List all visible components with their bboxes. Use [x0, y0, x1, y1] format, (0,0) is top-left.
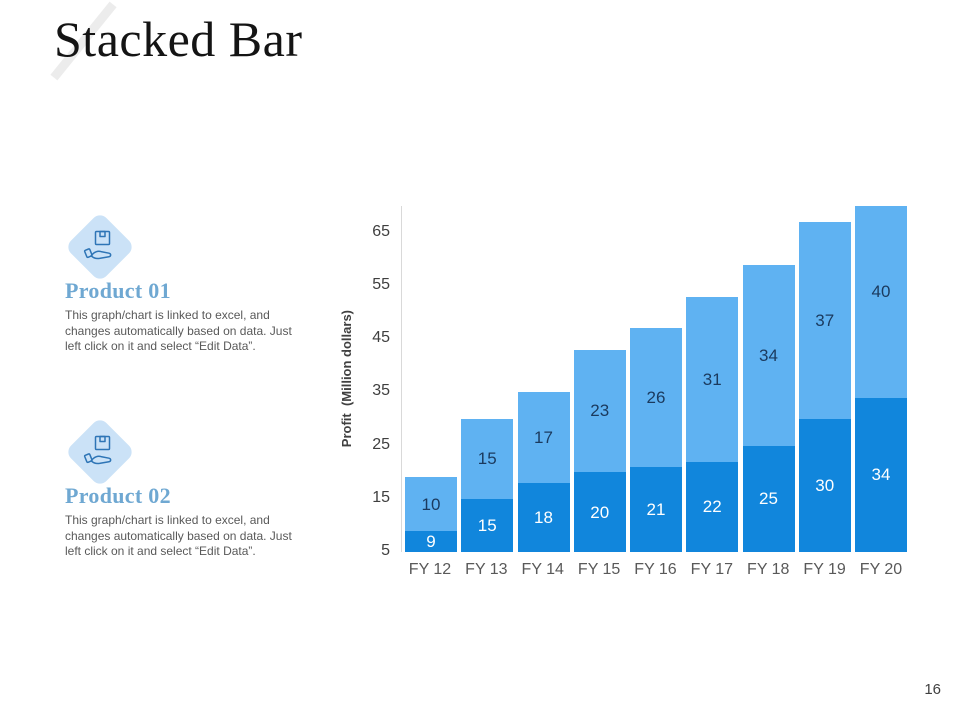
bar-segment-top: 37: [798, 221, 851, 419]
bar-segment-bottom: 30: [798, 418, 851, 552]
product-2-description: This graph/chart is linked to excel, and…: [65, 513, 292, 558]
y-tick-label: 35: [372, 382, 390, 400]
product-2-badge: [64, 416, 136, 488]
bar-value-label: 23: [590, 401, 610, 421]
bar-segment-bottom: 34: [855, 397, 907, 552]
bar-value-label: 21: [646, 499, 666, 519]
bar-value-label: 17: [534, 428, 553, 448]
bar-segment-bottom: 21: [630, 466, 682, 552]
bar-value-label: 30: [815, 475, 835, 495]
bar-segment-top: 15: [461, 418, 514, 499]
bar-segment-top: 17: [517, 392, 570, 483]
y-axis-tick-labels: 5 15 25 35 45 55 65: [348, 0, 390, 720]
bar-value-label: 15: [477, 515, 497, 535]
bar-fy-13: 15 15: [461, 418, 514, 552]
bar-fy-16: 26 21: [630, 328, 682, 552]
x-axis-label: FY 17: [690, 561, 734, 578]
product-card-2: Product 02 This graph/chart is linked to…: [64, 416, 315, 560]
product-1-badge: [64, 211, 136, 283]
bar-segment-top: 40: [855, 206, 907, 398]
y-tick-label: 5: [381, 542, 390, 559]
y-tick-label: 65: [372, 222, 390, 240]
product-1-description: This graph/chart is linked to excel, and…: [65, 308, 292, 353]
bar-value-label: 15: [477, 449, 497, 469]
bar-fy-14: 17 18: [517, 392, 570, 552]
bar-segment-top: 34: [742, 264, 795, 446]
x-axis-label: FY 19: [803, 561, 846, 578]
bar-fy-18: 34 25: [742, 264, 795, 552]
x-axis-labels: FY 12 FY 13 FY 14 FY 15 FY 16 FY 17 FY 18 FY 19…: [401, 561, 910, 583]
bar-segment-top: 26: [630, 328, 682, 467]
bar-fy-12: 10 9: [405, 477, 457, 552]
bar-value-label: 34: [871, 465, 891, 485]
bar-value-label: 31: [702, 369, 722, 389]
bar-value-label: 26: [646, 388, 666, 408]
product-card-1: Product 01 This graph/chart is linked to…: [64, 211, 315, 355]
bar-segment-bottom: 20: [573, 472, 626, 552]
bar-fy-19: 37 30: [798, 221, 851, 552]
bar-segment-bottom: 25: [742, 445, 795, 552]
bar-value-label: 25: [759, 489, 778, 509]
bar-value-label: 18: [534, 507, 553, 527]
bar-fy-15: 23 20: [573, 349, 626, 552]
x-axis-label: FY 18: [747, 561, 790, 578]
bar-fy-17: 31 22: [686, 296, 739, 553]
y-tick-label: 55: [372, 275, 390, 293]
product-2-heading: Product 02: [65, 483, 171, 508]
x-axis-label: FY 14: [521, 561, 564, 578]
y-tick-label: 15: [372, 488, 390, 506]
bar-segment-bottom: 22: [686, 461, 739, 552]
product-in-hand-icon: [83, 230, 112, 260]
bar-value-label: 10: [421, 494, 441, 514]
page-number: 16: [924, 681, 941, 698]
bar-segment-bottom: 18: [517, 482, 570, 552]
bar-value-label: 34: [759, 345, 778, 365]
bar-value-label: 20: [590, 502, 610, 522]
bar-value-label: 37: [815, 310, 835, 330]
bar-value-label: 22: [702, 497, 722, 517]
x-axis-label: FY 20: [859, 561, 903, 578]
x-axis-label: FY 13: [465, 561, 508, 578]
bar-segment-bottom: 15: [461, 498, 514, 552]
bar-segment-top: 31: [686, 296, 739, 462]
bar-value-label: 40: [871, 281, 891, 301]
bar-segment-top: 10: [405, 477, 457, 531]
bar-segment-bottom: 9: [405, 530, 457, 552]
bar-value-label: 9: [426, 531, 436, 551]
x-axis-label: FY 16: [634, 561, 677, 578]
product-in-hand-icon: [83, 435, 112, 465]
bar-segment-top: 23: [573, 349, 626, 473]
bar-fy-20: 40 34: [855, 206, 907, 552]
x-axis-label: FY 12: [408, 561, 452, 578]
x-axis-label: FY 15: [577, 561, 621, 578]
y-tick-label: 45: [372, 329, 390, 347]
product-1-heading: Product 01: [65, 278, 171, 303]
plot-area: 10 9 15 15 17 18 23 20 26 21 31 22 34 25 37 30 40 34: [401, 206, 910, 552]
page-title: Stacked Bar: [54, 11, 303, 67]
y-tick-label: 25: [372, 435, 390, 453]
